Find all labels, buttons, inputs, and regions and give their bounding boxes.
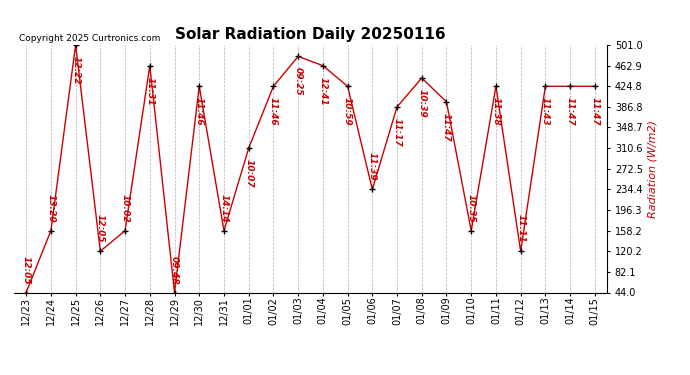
Text: 11:31: 11:31 <box>146 77 155 105</box>
Title: Solar Radiation Daily 20250116: Solar Radiation Daily 20250116 <box>175 27 446 42</box>
Y-axis label: Radiation (W/m2): Radiation (W/m2) <box>647 120 657 218</box>
Text: 11:46: 11:46 <box>195 98 204 126</box>
Text: 12:05: 12:05 <box>96 214 105 243</box>
Text: 11:46: 11:46 <box>269 98 278 126</box>
Text: 12:05: 12:05 <box>21 255 30 284</box>
Text: 11:43: 11:43 <box>541 98 550 126</box>
Text: 10:39: 10:39 <box>417 89 426 118</box>
Text: 11:47: 11:47 <box>591 98 600 126</box>
Text: 09:48: 09:48 <box>170 255 179 284</box>
Text: 11:47: 11:47 <box>566 98 575 126</box>
Text: 11:17: 11:17 <box>393 118 402 147</box>
Text: 09:25: 09:25 <box>294 68 303 96</box>
Text: 13:20: 13:20 <box>46 194 55 222</box>
Text: 12:22: 12:22 <box>71 56 80 85</box>
Text: Copyright 2025 Curtronics.com: Copyright 2025 Curtronics.com <box>19 33 160 42</box>
Text: 10:02: 10:02 <box>121 194 130 222</box>
Text: 11:38: 11:38 <box>491 98 500 126</box>
Text: 11:11: 11:11 <box>516 214 525 243</box>
Text: 14:14: 14:14 <box>219 194 228 222</box>
Text: 12:41: 12:41 <box>318 77 327 105</box>
Text: 10:07: 10:07 <box>244 159 253 188</box>
Text: 10:59: 10:59 <box>343 98 352 126</box>
Text: 11:39: 11:39 <box>368 152 377 181</box>
Text: 10:35: 10:35 <box>466 194 475 222</box>
Text: 11:47: 11:47 <box>442 113 451 142</box>
